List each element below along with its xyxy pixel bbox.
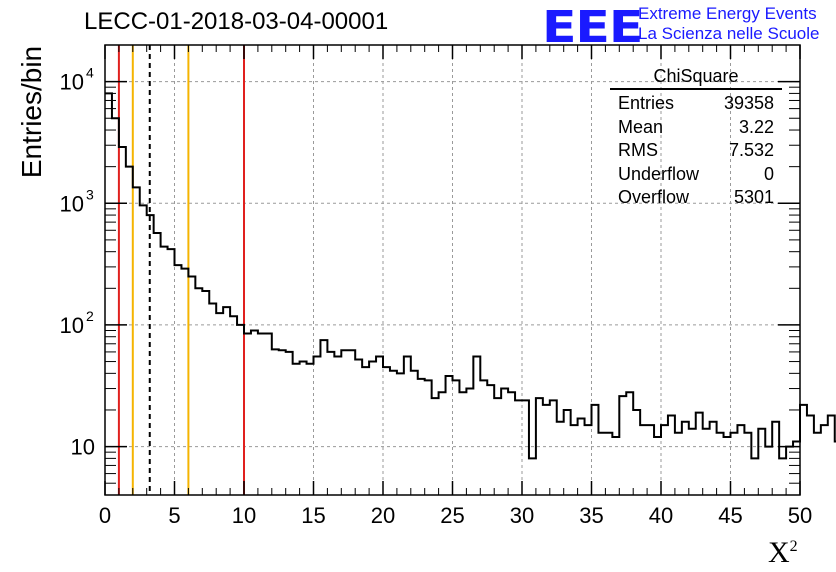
x-axis-exponent: 2 [789, 538, 798, 555]
stats-value: 7.532 [728, 140, 774, 160]
y-tick-exponent: 3 [86, 186, 94, 202]
y-axis-label: Entries/bin [16, 45, 47, 179]
logo-line-1: Extreme Energy Events [638, 4, 817, 23]
x-axis-symbol: X [768, 536, 790, 569]
y-tick-label: 10 [60, 191, 84, 216]
x-tick-label: 30 [510, 503, 534, 528]
y-tick-label: 10 [71, 435, 95, 460]
x-tick-label: 45 [718, 503, 742, 528]
stats-value: 5301 [733, 187, 774, 207]
histogram-series [105, 92, 836, 460]
stats-box: ChiSquare Entries 39358 Mean 3.22 RMS 7.532… [610, 66, 782, 210]
stats-value: 39358 [723, 93, 774, 113]
stats-row: Underflow 0 [610, 163, 778, 187]
stats-label: RMS [618, 140, 658, 160]
x-tick-label: 25 [440, 503, 464, 528]
y-tick-label: 10 [60, 70, 84, 95]
stats-label: Overflow [618, 187, 690, 207]
stats-row: Entries 39358 [610, 92, 778, 116]
x-axis-label: X2 [768, 536, 798, 570]
stats-label: Underflow [618, 163, 700, 184]
y-tick-exponent: 4 [86, 65, 94, 81]
stats-label: Mean [618, 116, 664, 137]
axis-ticks [104, 44, 801, 496]
logo-line-2: La Scienza nelle Scuole [638, 24, 820, 43]
grid [105, 45, 800, 495]
x-tick-label: 10 [232, 503, 256, 528]
y-tick-exponent: 2 [86, 308, 94, 324]
marker-lines [117, 45, 245, 495]
x-tick-label: 0 [99, 503, 111, 528]
stats-row: RMS 7.532 [610, 139, 778, 163]
stats-label: Entries [618, 93, 675, 113]
stats-value: 0 [763, 163, 774, 184]
stats-value: 3.22 [738, 116, 774, 137]
x-tick-label: 40 [649, 503, 673, 528]
eee-logo-mark: EEE [542, 2, 643, 53]
x-tick-label: 5 [168, 503, 180, 528]
stats-box-title: ChiSquare [610, 66, 782, 90]
x-tick-label: 20 [371, 503, 395, 528]
chart-title: LECC-01-2018-03-04-00001 [84, 8, 389, 35]
y-tick-label: 10 [60, 313, 84, 338]
x-tick-label: 15 [301, 503, 325, 528]
stats-row: Overflow 5301 [610, 186, 778, 210]
x-tick-label: 35 [579, 503, 603, 528]
stats-row: Mean 3.22 [610, 116, 778, 140]
x-tick-label: 50 [788, 503, 812, 528]
